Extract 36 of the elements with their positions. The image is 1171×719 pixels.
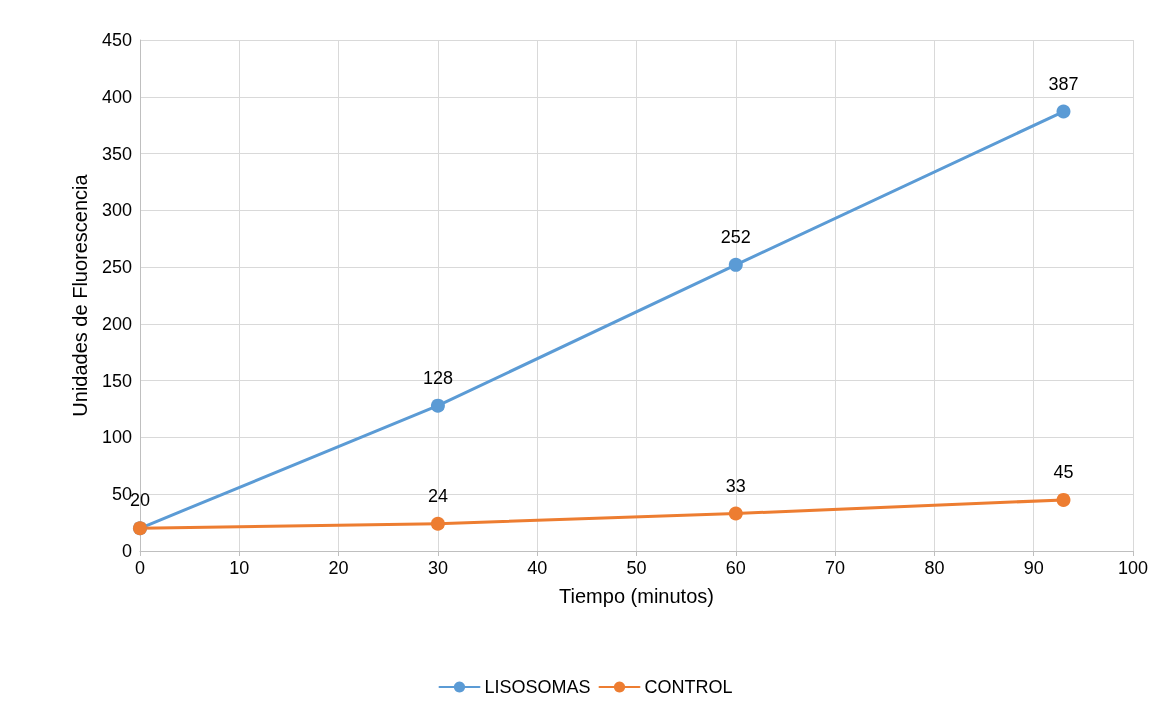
y-tick-label: 400	[101, 86, 132, 107]
y-tick-label: 300	[101, 200, 132, 221]
x-tick-label: 80	[924, 558, 945, 578]
data-label: 252	[720, 226, 751, 247]
x-tick-label: 50	[626, 558, 647, 578]
point	[728, 506, 743, 521]
x-tick-label: 40	[527, 558, 548, 578]
y-tick-label: 350	[101, 143, 132, 164]
x-tick-label: 60	[725, 558, 746, 578]
y-tick-label: 150	[101, 370, 132, 391]
data-label: 24	[427, 485, 448, 506]
point	[430, 516, 445, 531]
data-label: 128	[422, 367, 453, 388]
legend-label: LISOSOMAS	[484, 677, 591, 697]
x-tick-label: 90	[1023, 558, 1044, 578]
y-tick-label: 250	[101, 257, 132, 278]
point	[1056, 492, 1071, 507]
data-label: 33	[725, 475, 746, 496]
y-tick-label: 100	[101, 427, 132, 448]
point	[1056, 104, 1071, 119]
y-tick-label: 450	[101, 30, 132, 50]
x-tick-label: 20	[328, 558, 349, 578]
x-tick-label: 70	[825, 558, 846, 578]
x-tick-label: 30	[427, 558, 448, 578]
x-tick-label: 0	[134, 558, 146, 578]
x-tick-label: 100	[1117, 558, 1149, 578]
point	[430, 398, 445, 413]
legend-label: CONTROL	[644, 677, 733, 697]
data-label: 387	[1048, 73, 1079, 94]
point	[728, 257, 743, 272]
y-tick-label: 0	[121, 541, 132, 561]
x-tick-label: 10	[229, 558, 250, 578]
x-axis-title: Tiempo (minutos)	[559, 585, 714, 607]
y-tick-label: 200	[101, 313, 132, 334]
y-axis-title: Unidades de Fluorescencia	[69, 173, 91, 417]
data-label: 45	[1053, 461, 1074, 482]
